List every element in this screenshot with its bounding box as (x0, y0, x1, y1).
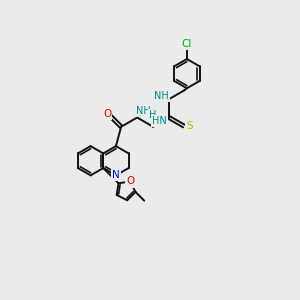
Text: S: S (186, 121, 193, 131)
Text: O: O (126, 176, 134, 187)
Text: NH: NH (154, 91, 169, 101)
Text: HN: HN (152, 116, 167, 126)
Text: NH: NH (136, 106, 151, 116)
Text: O: O (103, 109, 111, 118)
Text: Cl: Cl (182, 39, 192, 49)
Text: H: H (149, 110, 156, 120)
Text: N: N (112, 170, 120, 180)
